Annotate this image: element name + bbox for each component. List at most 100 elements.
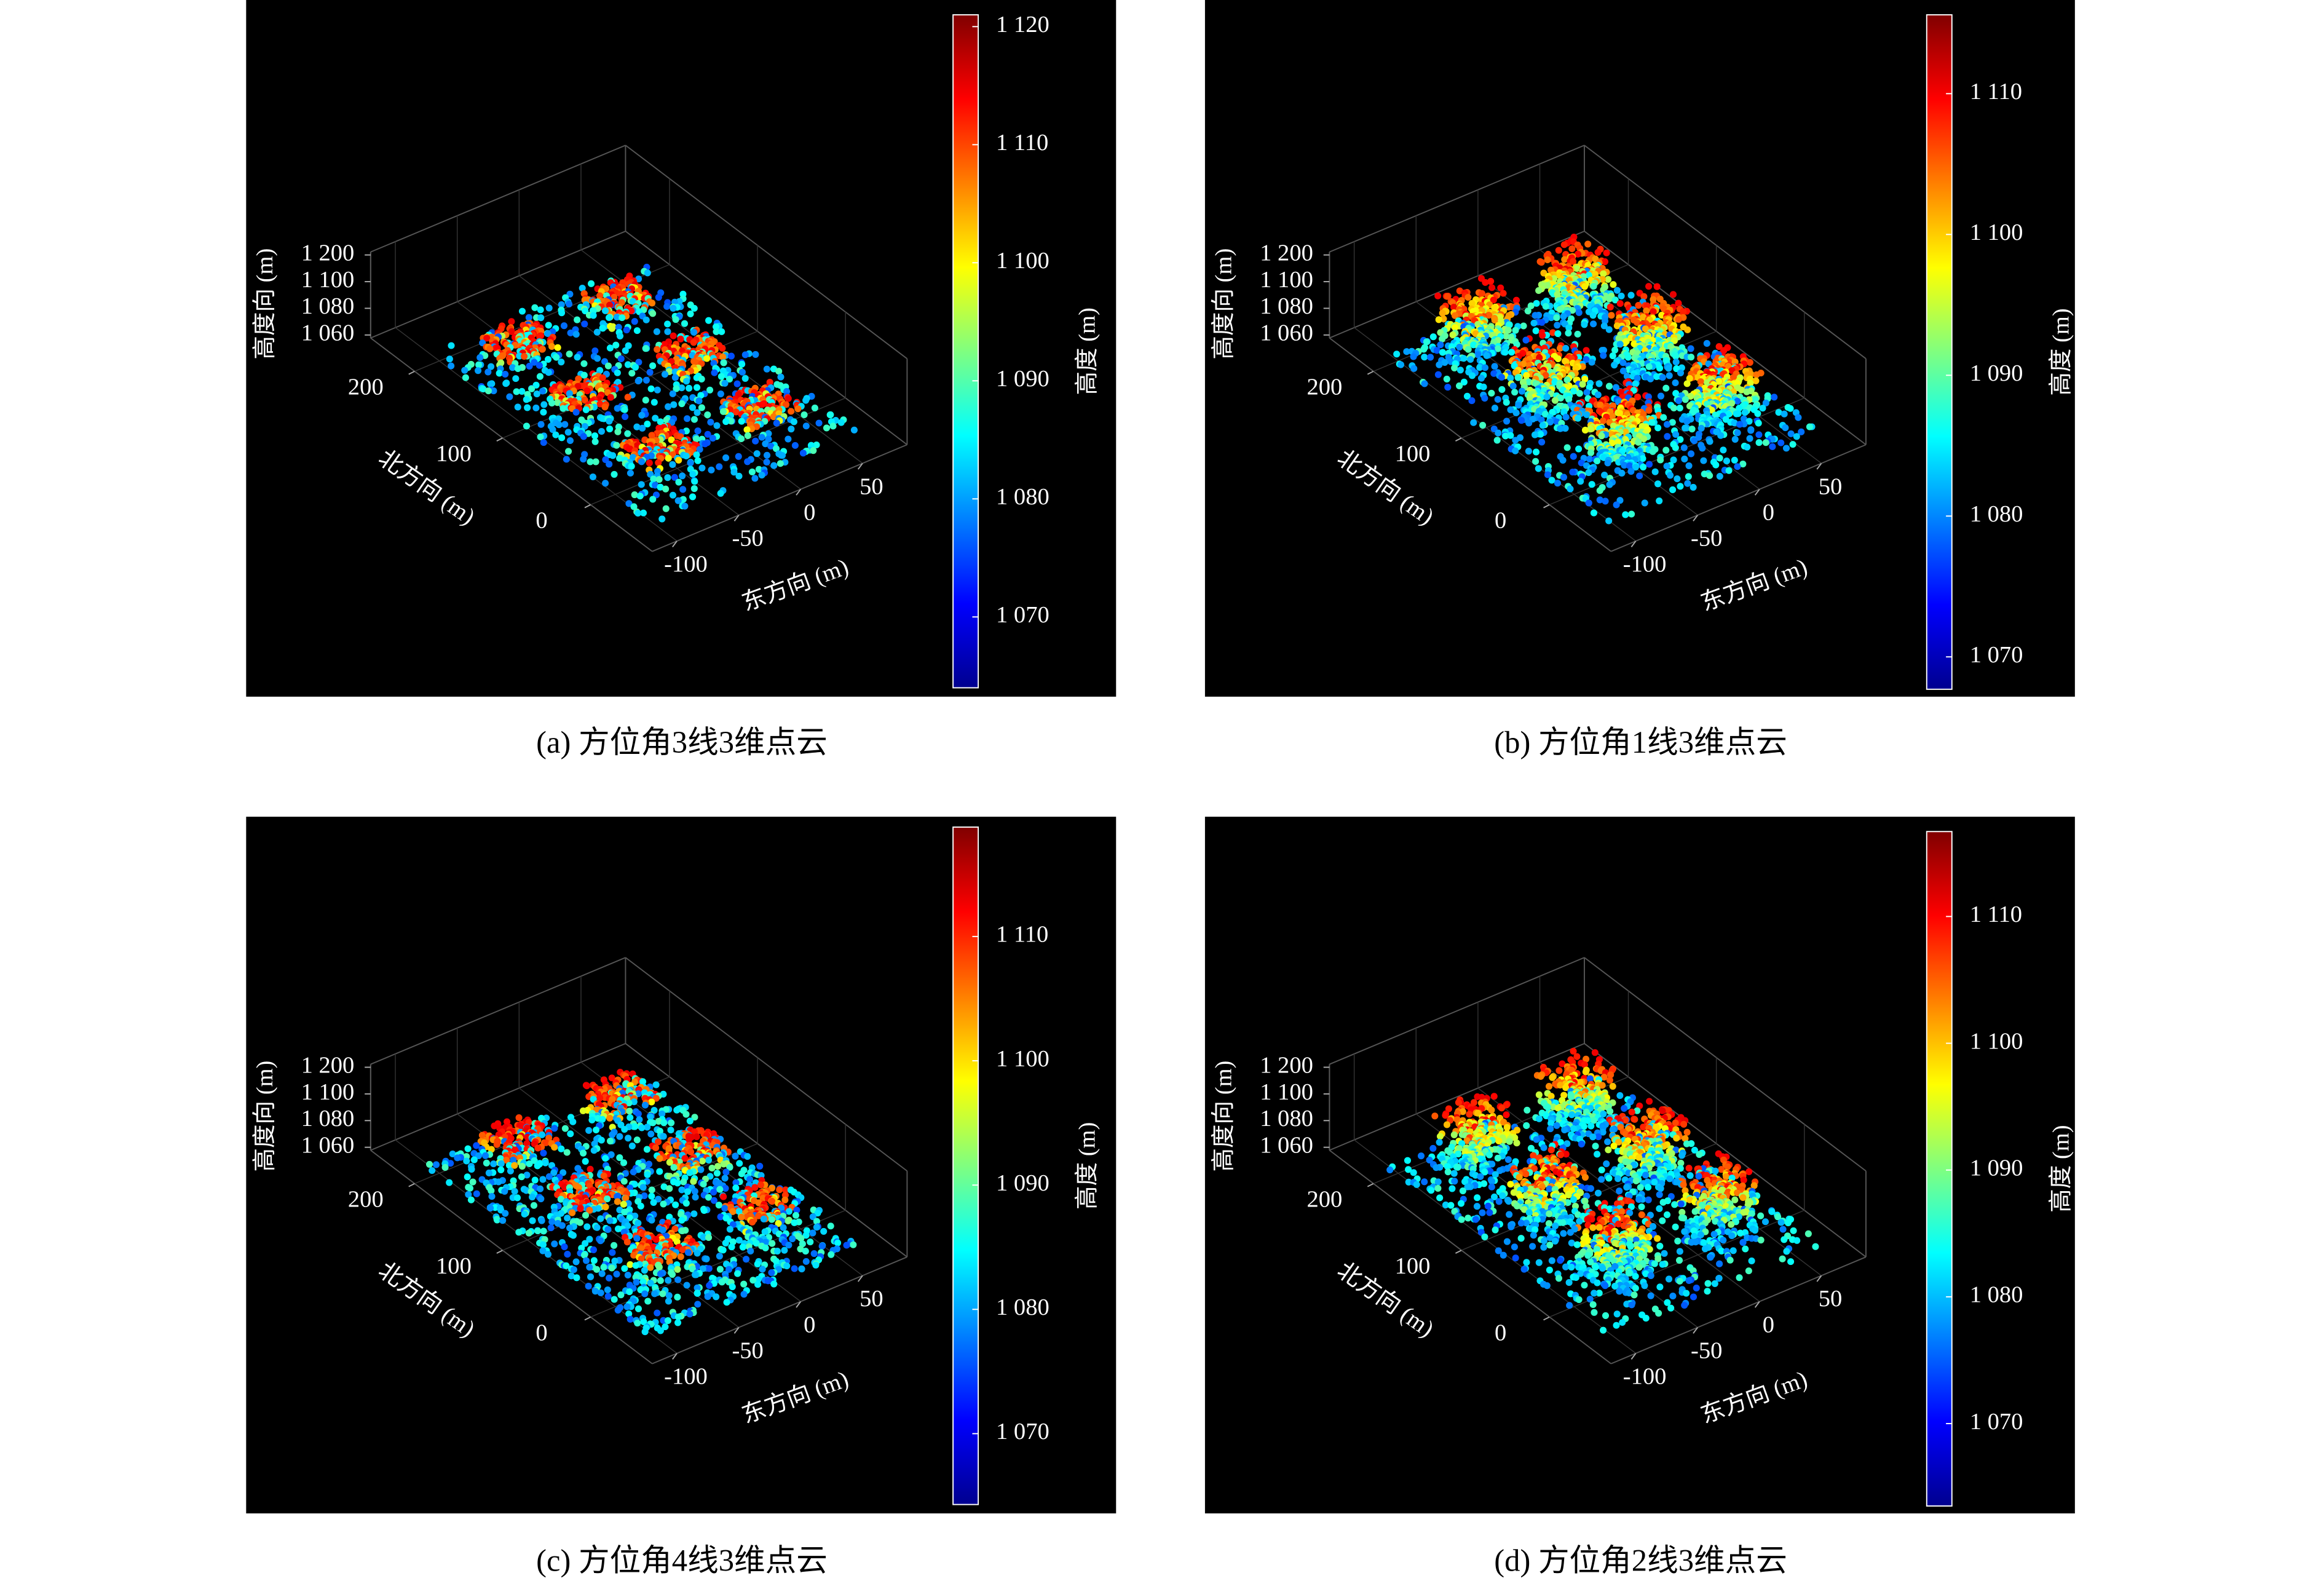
cloud-point	[1657, 456, 1664, 464]
cloud-point	[1427, 354, 1434, 361]
cloud-point	[1491, 304, 1498, 311]
cloud-point	[1543, 393, 1551, 400]
cloud-point	[1542, 303, 1549, 310]
cloud-point	[579, 1107, 587, 1114]
cloud-point	[574, 354, 581, 361]
cloud-point	[690, 1178, 697, 1185]
cloud-point	[587, 1165, 594, 1173]
y-tick-label: 0	[536, 1320, 547, 1345]
cloud-point	[631, 1123, 639, 1130]
cloud-point	[572, 1258, 580, 1266]
cloud-point	[738, 1213, 745, 1221]
cloud-point	[590, 1147, 598, 1154]
cloud-point	[744, 458, 751, 466]
cloud-point	[1654, 480, 1662, 488]
cloud-point	[607, 1138, 614, 1145]
cloud-point	[743, 426, 751, 434]
cloud-point	[760, 1215, 767, 1222]
cloud-point	[1557, 425, 1564, 432]
cloud-point	[588, 1116, 596, 1123]
cloud-point	[749, 1218, 756, 1226]
z-tick-label: 1 060	[301, 1133, 355, 1159]
cloud-point	[652, 414, 659, 422]
cloud-point	[1698, 424, 1705, 432]
cloud-point	[1494, 395, 1501, 403]
z-tick-label: 1 100	[301, 267, 355, 293]
cloud-point	[593, 1126, 600, 1134]
cloud-point	[1470, 419, 1477, 426]
cloud-point	[1579, 381, 1586, 388]
cloud-point	[1567, 485, 1574, 493]
cloud-point	[1410, 365, 1418, 372]
x-tick-label: -100	[664, 552, 708, 577]
cloud-point	[1574, 414, 1582, 422]
cloud-point	[567, 1130, 574, 1138]
x-tick	[672, 541, 678, 548]
cloud-point	[1789, 441, 1796, 448]
cloud-point	[669, 390, 676, 397]
cloud-point	[766, 379, 773, 386]
cloud-point	[552, 431, 559, 438]
cloud-point	[531, 304, 539, 311]
cloud-point	[621, 406, 628, 413]
cloud-point	[1585, 469, 1592, 477]
colorbar-label: 高度 (m)	[2047, 308, 2074, 395]
cloud-point	[620, 1178, 628, 1185]
cloud-point	[1662, 446, 1670, 454]
cloud-point	[657, 418, 664, 426]
cloud-point	[675, 478, 682, 486]
cloud-point	[540, 1149, 547, 1157]
cloud-point	[493, 1141, 500, 1148]
cloud-point	[602, 480, 609, 487]
cloud-point	[551, 1240, 558, 1248]
cloud-point	[589, 473, 596, 481]
cloud-point	[540, 439, 547, 446]
cloud-point	[582, 406, 590, 413]
cloud-point	[658, 515, 666, 523]
cloud-point	[514, 365, 521, 372]
cloud-point	[1717, 432, 1725, 439]
cloud-point	[1555, 247, 1562, 254]
cloud-point	[692, 1194, 699, 1201]
cloud-point	[614, 405, 621, 412]
cloud-point	[1554, 330, 1562, 338]
cloud-point	[558, 1222, 566, 1229]
cloud-point	[741, 351, 749, 359]
z-axis-label: 高度向 (m)	[251, 248, 278, 360]
box-edge	[370, 231, 626, 339]
box-edge	[1610, 444, 1867, 552]
cloud-point	[678, 1186, 686, 1194]
cloud-point	[747, 1247, 754, 1255]
cloud-point	[674, 1179, 681, 1187]
cloud-point	[681, 320, 689, 327]
y-tick-label: 100	[1395, 441, 1431, 467]
colorbar-tick-label: 1 110	[996, 130, 1048, 156]
x-tick-label: -100	[664, 1364, 708, 1390]
cloud-point	[678, 384, 686, 392]
cloud-point	[647, 385, 655, 392]
cloud-point	[1608, 312, 1615, 319]
cloud-point	[540, 1227, 547, 1235]
cloud-point	[1524, 307, 1532, 315]
cloud-point	[565, 300, 573, 308]
cloud-point	[1514, 374, 1522, 381]
cloud-point	[606, 301, 614, 309]
cloud-point	[657, 483, 664, 491]
cloud-point	[1512, 327, 1519, 334]
cloud-point	[1481, 364, 1489, 371]
cloud-point	[482, 1152, 489, 1159]
cloud-point	[656, 1155, 663, 1162]
cloud-point	[735, 453, 742, 460]
cloud-point	[569, 1209, 576, 1216]
cloud-point	[1648, 419, 1656, 426]
cloud-point	[1480, 383, 1487, 390]
cloud-point	[1613, 287, 1621, 294]
cloud-point	[739, 1243, 746, 1251]
cloud-point	[810, 447, 817, 454]
cloud-point	[636, 1116, 643, 1123]
cloud-point	[826, 411, 834, 419]
cloud-point	[553, 393, 560, 400]
cloud-point	[625, 342, 632, 349]
cloud-point	[521, 1210, 528, 1218]
cloud-point	[1663, 462, 1670, 470]
